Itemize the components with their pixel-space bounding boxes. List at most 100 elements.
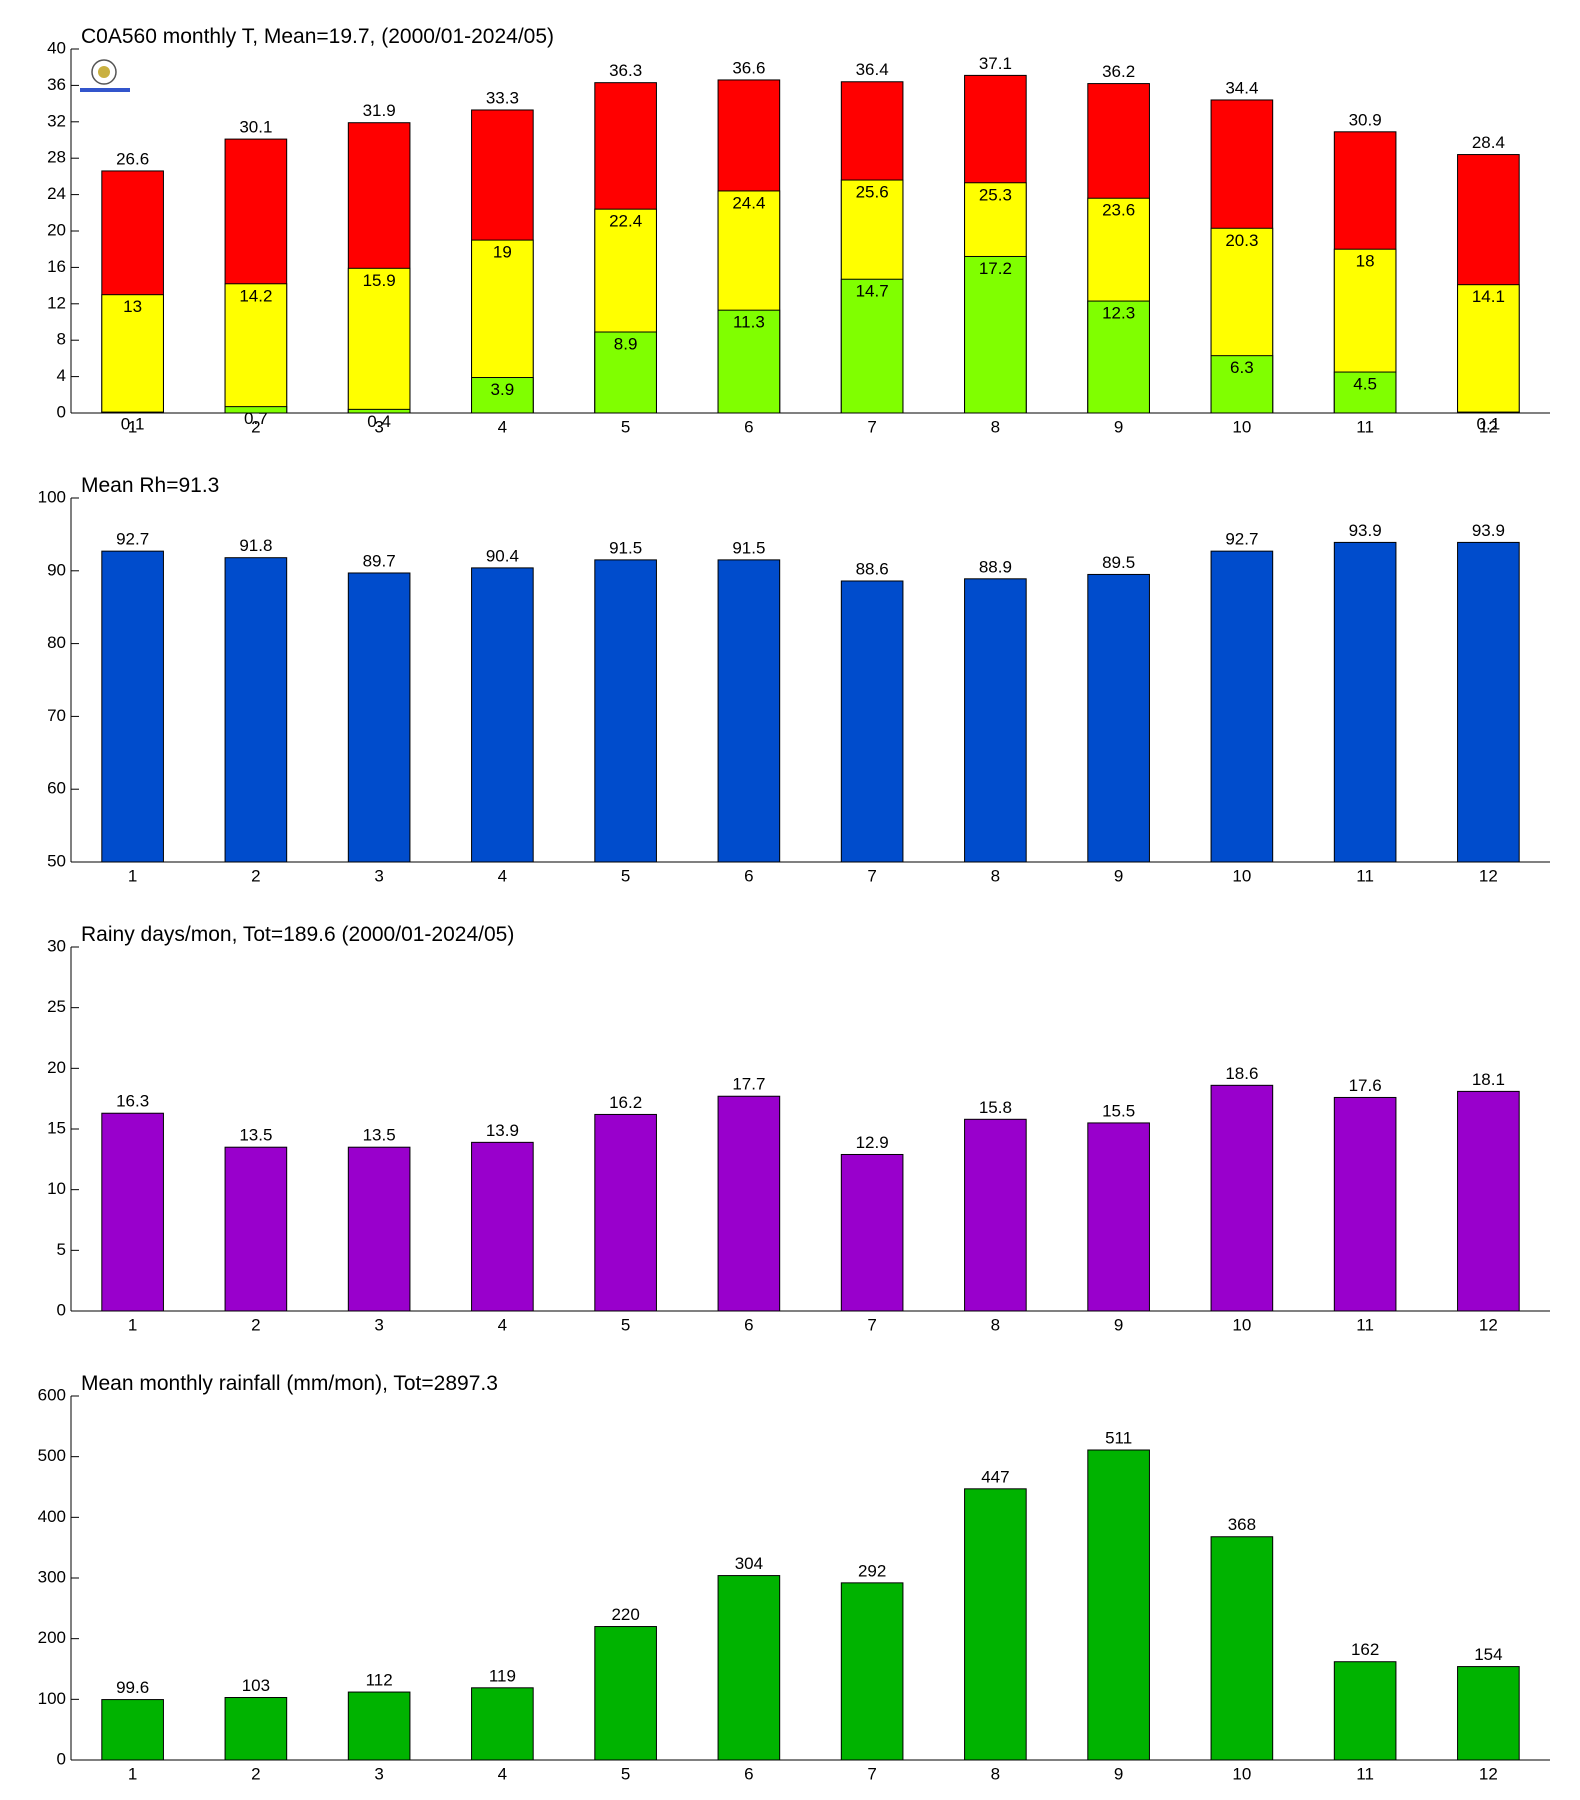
x-tick-label: 6 bbox=[744, 1764, 753, 1783]
y-tick-label: 0 bbox=[57, 1749, 66, 1768]
value-label: 11.3 bbox=[733, 313, 765, 332]
y-tick-label: 4 bbox=[57, 366, 66, 385]
value-label: 16.3 bbox=[116, 1092, 149, 1111]
bar bbox=[101, 1112, 164, 1312]
value-label: 30.9 bbox=[1349, 110, 1382, 129]
y-tick-label: 20 bbox=[47, 1058, 66, 1077]
chart-title: Mean monthly rainfall (mm/mon), Tot=2897… bbox=[81, 1372, 498, 1395]
x-tick-label: 9 bbox=[1114, 866, 1123, 885]
value-label: 14.1 bbox=[1472, 287, 1505, 306]
x-tick-label: 11 bbox=[1356, 417, 1374, 436]
y-tick-label: 15 bbox=[47, 1118, 66, 1137]
x-tick-label: 11 bbox=[1356, 866, 1374, 885]
x-tick-label: 3 bbox=[374, 866, 383, 885]
x-tick-label: 5 bbox=[621, 866, 630, 885]
x-tick-label: 8 bbox=[991, 417, 1000, 436]
y-tick-label: 100 bbox=[38, 487, 66, 506]
x-tick-label: 12 bbox=[1479, 866, 1498, 885]
value-label: 12.9 bbox=[856, 1133, 889, 1152]
y-tick-label: 8 bbox=[57, 330, 66, 349]
bar bbox=[224, 406, 288, 414]
value-label: 511 bbox=[1105, 1428, 1132, 1447]
x-tick-label: 2 bbox=[251, 1764, 260, 1783]
value-label: 36.6 bbox=[732, 58, 765, 77]
bar bbox=[964, 255, 1027, 414]
value-label: 92.7 bbox=[116, 530, 149, 549]
value-label: 91.5 bbox=[732, 538, 765, 557]
x-tick-label: 12 bbox=[1479, 1764, 1498, 1783]
bar bbox=[1087, 1449, 1150, 1761]
x-tick-label: 8 bbox=[991, 1315, 1000, 1334]
x-tick-label: 4 bbox=[498, 417, 507, 436]
bar bbox=[471, 1687, 534, 1761]
x-tick-label: 12 bbox=[1479, 417, 1498, 436]
y-tick-label: 40 bbox=[47, 38, 66, 57]
value-label: 368 bbox=[1228, 1515, 1256, 1534]
value-label: 88.6 bbox=[856, 559, 889, 578]
y-tick-label: 0 bbox=[57, 1300, 66, 1319]
x-tick-label: 3 bbox=[374, 1315, 383, 1334]
x-tick-label: 7 bbox=[867, 1315, 876, 1334]
logo bbox=[80, 59, 130, 92]
x-tick-label: 4 bbox=[498, 1764, 507, 1783]
x-tick-label: 6 bbox=[744, 1315, 753, 1334]
y-tick-label: 200 bbox=[38, 1628, 66, 1647]
value-label: 15.5 bbox=[1102, 1101, 1135, 1120]
value-label: 19 bbox=[493, 243, 512, 262]
value-label: 119 bbox=[489, 1666, 516, 1685]
value-label: 13.9 bbox=[486, 1121, 519, 1140]
bar bbox=[840, 1582, 904, 1761]
value-label: 0.7 bbox=[244, 409, 268, 428]
x-tick-label: 9 bbox=[1114, 1764, 1123, 1783]
bar bbox=[717, 559, 781, 863]
value-label: 88.9 bbox=[979, 557, 1012, 576]
value-label: 0.4 bbox=[367, 412, 391, 431]
y-tick-label: 500 bbox=[38, 1446, 66, 1465]
bar bbox=[1457, 1666, 1520, 1761]
value-label: 162 bbox=[1351, 1640, 1379, 1659]
x-tick-label: 7 bbox=[867, 417, 876, 436]
value-label: 37.1 bbox=[979, 54, 1012, 73]
y-tick-label: 10 bbox=[47, 1179, 66, 1198]
x-tick-label: 5 bbox=[621, 1315, 630, 1334]
chart-title: Rainy days/mon, Tot=189.6 (2000/01-2024/… bbox=[81, 923, 514, 946]
bar bbox=[224, 283, 288, 414]
bar bbox=[964, 578, 1027, 863]
value-label: 90.4 bbox=[486, 546, 519, 565]
value-label: 99.6 bbox=[116, 1678, 149, 1697]
y-tick-label: 600 bbox=[38, 1385, 66, 1404]
y-tick-label: 25 bbox=[47, 997, 66, 1016]
bar bbox=[840, 580, 904, 863]
value-label: 93.9 bbox=[1349, 521, 1382, 540]
logo-core bbox=[98, 66, 110, 78]
value-label: 17.7 bbox=[732, 1075, 765, 1094]
y-tick-label: 12 bbox=[47, 293, 66, 312]
bar bbox=[964, 1488, 1027, 1761]
chart-title: Mean Rh=91.3 bbox=[81, 474, 219, 497]
value-label: 12.3 bbox=[1102, 304, 1135, 323]
value-label: 3.9 bbox=[491, 380, 515, 399]
bar bbox=[1457, 1090, 1520, 1312]
value-label: 447 bbox=[981, 1467, 1009, 1486]
x-tick-label: 1 bbox=[128, 1764, 137, 1783]
bar bbox=[1333, 1661, 1397, 1761]
y-tick-label: 16 bbox=[47, 257, 66, 276]
value-label: 31.9 bbox=[363, 101, 396, 120]
bar bbox=[347, 1146, 411, 1312]
bar bbox=[471, 377, 534, 414]
y-tick-label: 70 bbox=[47, 706, 66, 725]
y-tick-label: 100 bbox=[38, 1689, 66, 1708]
x-tick-label: 11 bbox=[1356, 1315, 1374, 1334]
bar bbox=[224, 557, 288, 863]
y-tick-label: 400 bbox=[38, 1507, 66, 1526]
x-tick-label: 1 bbox=[128, 866, 137, 885]
bar bbox=[594, 1113, 657, 1312]
value-label: 36.3 bbox=[609, 61, 642, 80]
bar bbox=[101, 294, 164, 414]
value-label: 36.2 bbox=[1102, 62, 1135, 81]
value-label: 36.4 bbox=[856, 60, 889, 79]
y-tick-label: 80 bbox=[47, 633, 66, 652]
value-label: 92.7 bbox=[1225, 530, 1258, 549]
value-label: 14.7 bbox=[856, 282, 889, 301]
value-label: 4.5 bbox=[1353, 375, 1377, 394]
